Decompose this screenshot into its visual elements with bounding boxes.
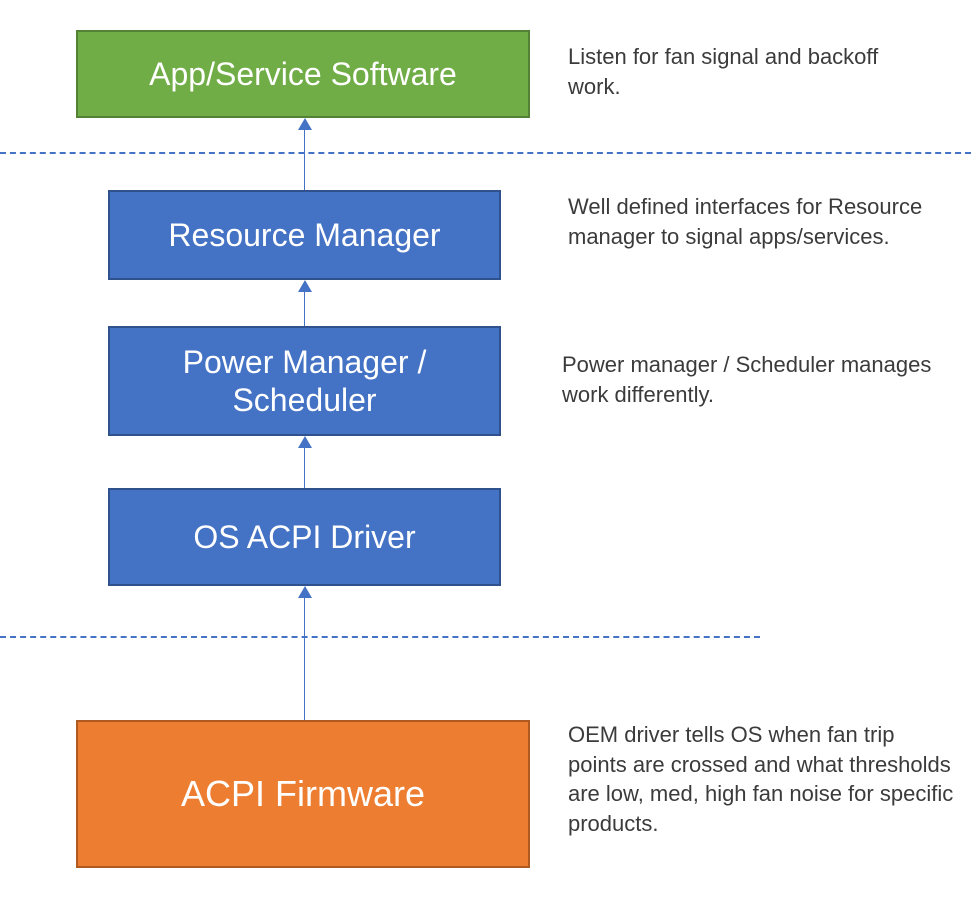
divider-bottom — [0, 636, 760, 638]
desc-resource: Well defined interfaces for Resource man… — [568, 192, 948, 251]
box-label: OS ACPI Driver — [193, 518, 415, 556]
box-label: Power Manager / Scheduler — [124, 343, 485, 420]
arrow-driver-to-power — [304, 446, 305, 488]
arrow-head-icon — [298, 586, 312, 598]
box-label: ACPI Firmware — [181, 772, 425, 815]
arrow-head-icon — [298, 280, 312, 292]
desc-text: Listen for fan signal and backoff work. — [568, 44, 878, 99]
box-os-acpi-driver: OS ACPI Driver — [108, 488, 501, 586]
desc-text: OEM driver tells OS when fan trip points… — [568, 722, 953, 836]
desc-firmware: OEM driver tells OS when fan trip points… — [568, 720, 958, 839]
box-resource-manager: Resource Manager — [108, 190, 501, 280]
desc-text: Power manager / Scheduler manages work d… — [562, 352, 931, 407]
arrow-head-icon — [298, 436, 312, 448]
desc-power: Power manager / Scheduler manages work d… — [562, 350, 952, 409]
arrow-power-to-resource — [304, 290, 305, 326]
box-label: Resource Manager — [168, 216, 440, 254]
box-power-manager-scheduler: Power Manager / Scheduler — [108, 326, 501, 436]
desc-text: Well defined interfaces for Resource man… — [568, 194, 922, 249]
divider-top — [0, 152, 971, 154]
arrow-head-icon — [298, 118, 312, 130]
box-label: App/Service Software — [149, 55, 457, 93]
desc-app: Listen for fan signal and backoff work. — [568, 42, 928, 101]
box-acpi-firmware: ACPI Firmware — [76, 720, 530, 868]
arrow-firmware-to-driver — [304, 596, 305, 720]
arrow-resource-to-app — [304, 128, 305, 190]
box-app-service-software: App/Service Software — [76, 30, 530, 118]
